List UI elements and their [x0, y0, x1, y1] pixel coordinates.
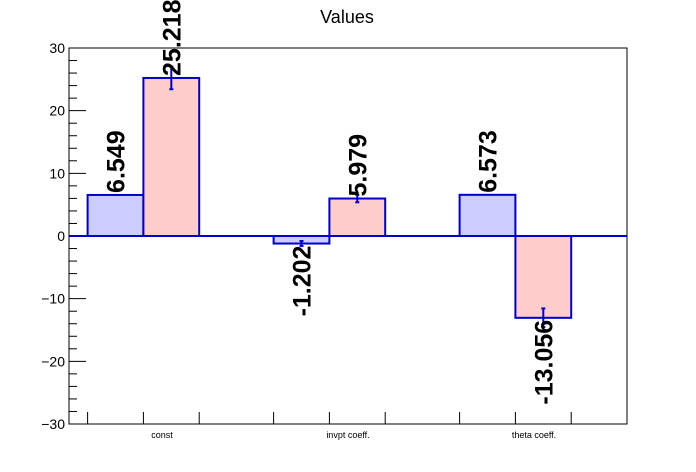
y-tick-label: 0 — [57, 228, 65, 244]
bar — [142, 76, 201, 238]
x-tick-label: theta coeff. — [512, 430, 556, 440]
x-tick-label: const — [151, 430, 173, 440]
data-label: -13.056 — [530, 320, 558, 405]
tick-layer: 30 20 10 0 −10 −20 −30 const invpt coeff. theta c… — [41, 40, 572, 440]
bar — [328, 197, 387, 237]
chart-title: Values — [320, 7, 374, 27]
bars-layer — [86, 65, 573, 329]
y-tick-label: 10 — [49, 165, 65, 181]
y-tick-label: −20 — [41, 353, 65, 369]
y-tick-label: 30 — [49, 40, 65, 56]
bar — [86, 193, 145, 237]
y-tick-label: 20 — [49, 103, 65, 119]
data-label: 5.979 — [344, 134, 372, 197]
y-tick-label: −10 — [41, 291, 65, 307]
data-label: -1.202 — [289, 246, 317, 317]
y-tick-label: −30 — [41, 416, 65, 432]
bar — [458, 193, 517, 238]
data-labels-layer: 6.549 -1.202 6.573 25.218 5.979 -13.056 — [103, 0, 559, 405]
bar — [514, 235, 573, 319]
data-label: 25.218 — [158, 0, 186, 76]
x-tick-label: invpt coeff. — [326, 430, 369, 440]
data-label: 6.573 — [475, 130, 503, 193]
data-label: 6.549 — [103, 130, 131, 193]
